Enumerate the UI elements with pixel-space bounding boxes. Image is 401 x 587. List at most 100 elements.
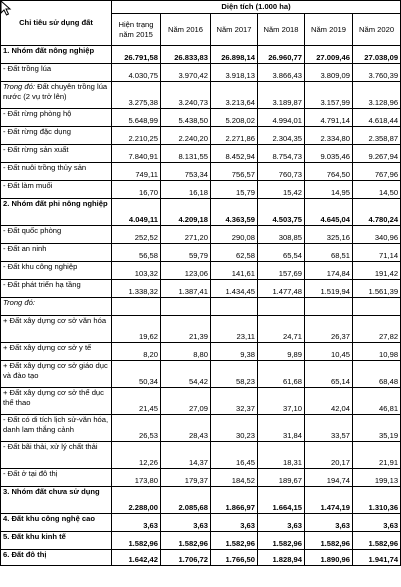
value-cell: 31,84 [257, 414, 305, 442]
value-cell: 749,11 [111, 162, 161, 181]
table-row: + Đất xây dựng cơ sở giáo dục và đào tạo… [0, 360, 401, 388]
category-header: Chỉ tiêu sử dụng đất [0, 0, 112, 46]
value-cell: 26.960,77 [257, 45, 305, 64]
value-cell: 4.618,44 [351, 108, 401, 127]
value-cell: 1.561,39 [351, 279, 401, 298]
year-header: Năm 2020 [351, 13, 401, 46]
value-cell: 3,63 [111, 513, 161, 532]
row-label: - Đất bãi thải, xử lý chất thải [0, 441, 112, 469]
value-cell: 3.760,39 [351, 63, 401, 82]
value-cell: 3.213,64 [210, 81, 258, 109]
row-label: 3. Nhóm đất chưa sử dụng [0, 486, 112, 514]
value-cell: 3,63 [304, 513, 353, 532]
value-cell: 61,68 [257, 360, 305, 388]
value-cell: 1.338,32 [111, 279, 161, 298]
value-cell: 28,43 [160, 414, 211, 442]
row-label: - Đất rừng sản xuất [0, 144, 112, 163]
value-cell: 9,89 [257, 342, 305, 361]
row-label: + Đất xây dựng cơ sở giáo dục và đào tạo [0, 360, 112, 388]
value-cell: 179,37 [160, 468, 211, 487]
value-cell: 14,37 [160, 441, 211, 469]
value-cell: 27,09 [160, 387, 211, 415]
table-row: - Đất rừng sản xuất 7.840,91 8.131,55 8.452… [0, 144, 401, 163]
value-cell: 4.994,01 [257, 108, 305, 127]
table-row: Trong đó: Đất chuyên trồng lúa nước (2 v… [0, 81, 401, 109]
value-cell: 4.209,18 [160, 198, 211, 226]
table-row: 6. Đất đô thị 1.642,42 1.706,72 1.766,50 1.8… [0, 549, 401, 566]
value-cell: 30,23 [210, 414, 258, 442]
value-cell: 764,50 [304, 162, 353, 181]
value-cell: 4.791,14 [304, 108, 353, 127]
row-label: - Đất an ninh [0, 243, 112, 262]
value-cell: 3.275,38 [111, 81, 161, 109]
value-cell: 3,63 [160, 513, 211, 532]
year-header: Năm 2018 [257, 13, 305, 46]
value-cell: 3.866,43 [257, 63, 305, 82]
value-cell: 4.030,75 [111, 63, 161, 82]
value-cell: 194,74 [304, 468, 353, 487]
value-cell: 1.766,50 [210, 549, 258, 566]
value-cell: 4.503,75 [257, 198, 305, 226]
value-cell: 16,18 [160, 180, 211, 199]
value-cell: 1.582,96 [210, 531, 258, 550]
value-cell: 3,63 [351, 513, 401, 532]
value-cell: 15,79 [210, 180, 258, 199]
value-cell: 16,70 [111, 180, 161, 199]
value-cell: 2.240,20 [160, 126, 211, 145]
value-cell: 184,52 [210, 468, 258, 487]
value-cell: 1.706,72 [160, 549, 211, 566]
row-label: - Đất ở tại đô thị [0, 468, 112, 487]
value-cell: 26,53 [111, 414, 161, 442]
row-label: - Đất rừng đặc dụng [0, 126, 112, 145]
value-cell: 123,06 [160, 261, 211, 280]
value-cell: 2.334,80 [304, 126, 353, 145]
value-cell [210, 297, 258, 316]
value-cell: 68,48 [351, 360, 401, 388]
table-row: - Đất nuôi trồng thủy sản 749,11 753,34 756… [0, 162, 401, 181]
value-cell: 4.780,24 [351, 198, 401, 226]
value-cell: 3,63 [257, 513, 305, 532]
value-cell: 1.664,15 [257, 486, 305, 514]
table-row: 3. Nhóm đất chưa sử dụng 2.288,00 2.085,68… [0, 486, 401, 514]
value-cell: 8.754,73 [257, 144, 305, 163]
value-cell: 340,96 [351, 225, 401, 244]
value-cell: 56,58 [111, 243, 161, 262]
row-label: Trong đó: Đất chuyên trồng lúa nước (2 v… [0, 81, 112, 109]
value-cell: 1.519,94 [304, 279, 353, 298]
year-header: Hiện trạng năm 2015 [111, 13, 161, 46]
table-row: - Đất làm muối 16,70 16,18 15,79 15,42 14,95 1… [0, 180, 401, 199]
value-cell: 2.085,68 [160, 486, 211, 514]
value-cell: 71,14 [351, 243, 401, 262]
value-cell: 1.642,42 [111, 549, 161, 566]
value-cell: 14,95 [304, 180, 353, 199]
value-cell: 8.131,55 [160, 144, 211, 163]
row-label: - Đất có di tích lịch sử-văn hóa, danh l… [0, 414, 112, 442]
value-cell: 59,79 [160, 243, 211, 262]
value-cell: 12,26 [111, 441, 161, 469]
table-row: - Đất quốc phòng 252,52 271,20 290,08 308,85… [0, 225, 401, 244]
value-cell: 3.918,13 [210, 63, 258, 82]
value-cell [257, 297, 305, 316]
value-cell: 1.310,36 [351, 486, 401, 514]
value-cell: 191,42 [351, 261, 401, 280]
value-cell: 33,57 [304, 414, 353, 442]
value-cell: 9,38 [210, 342, 258, 361]
value-cell: 1.582,96 [160, 531, 211, 550]
year-header: Năm 2016 [160, 13, 211, 46]
value-cell: 26.898,14 [210, 45, 258, 64]
row-label: 6. Đất đô thị [0, 549, 112, 566]
value-cell: 54,42 [160, 360, 211, 388]
row-label: - Đất làm muối [0, 180, 112, 199]
value-cell: 1.582,96 [257, 531, 305, 550]
value-cell: 3.128,96 [351, 81, 401, 109]
value-cell: 2.271,86 [210, 126, 258, 145]
value-cell: 3,63 [210, 513, 258, 532]
value-cell: 1.474,19 [304, 486, 353, 514]
value-cell [111, 297, 161, 316]
value-cell: 1.866,97 [210, 486, 258, 514]
table-row: - Đất rừng đặc dụng 2.210,25 2.240,20 2.271… [0, 126, 401, 145]
value-cell: 767,96 [351, 162, 401, 181]
value-cell: 1.582,96 [304, 531, 353, 550]
table-row: - Đất rừng phòng hộ 5.648,99 5.438,50 5.208… [0, 108, 401, 127]
value-cell: 252,52 [111, 225, 161, 244]
